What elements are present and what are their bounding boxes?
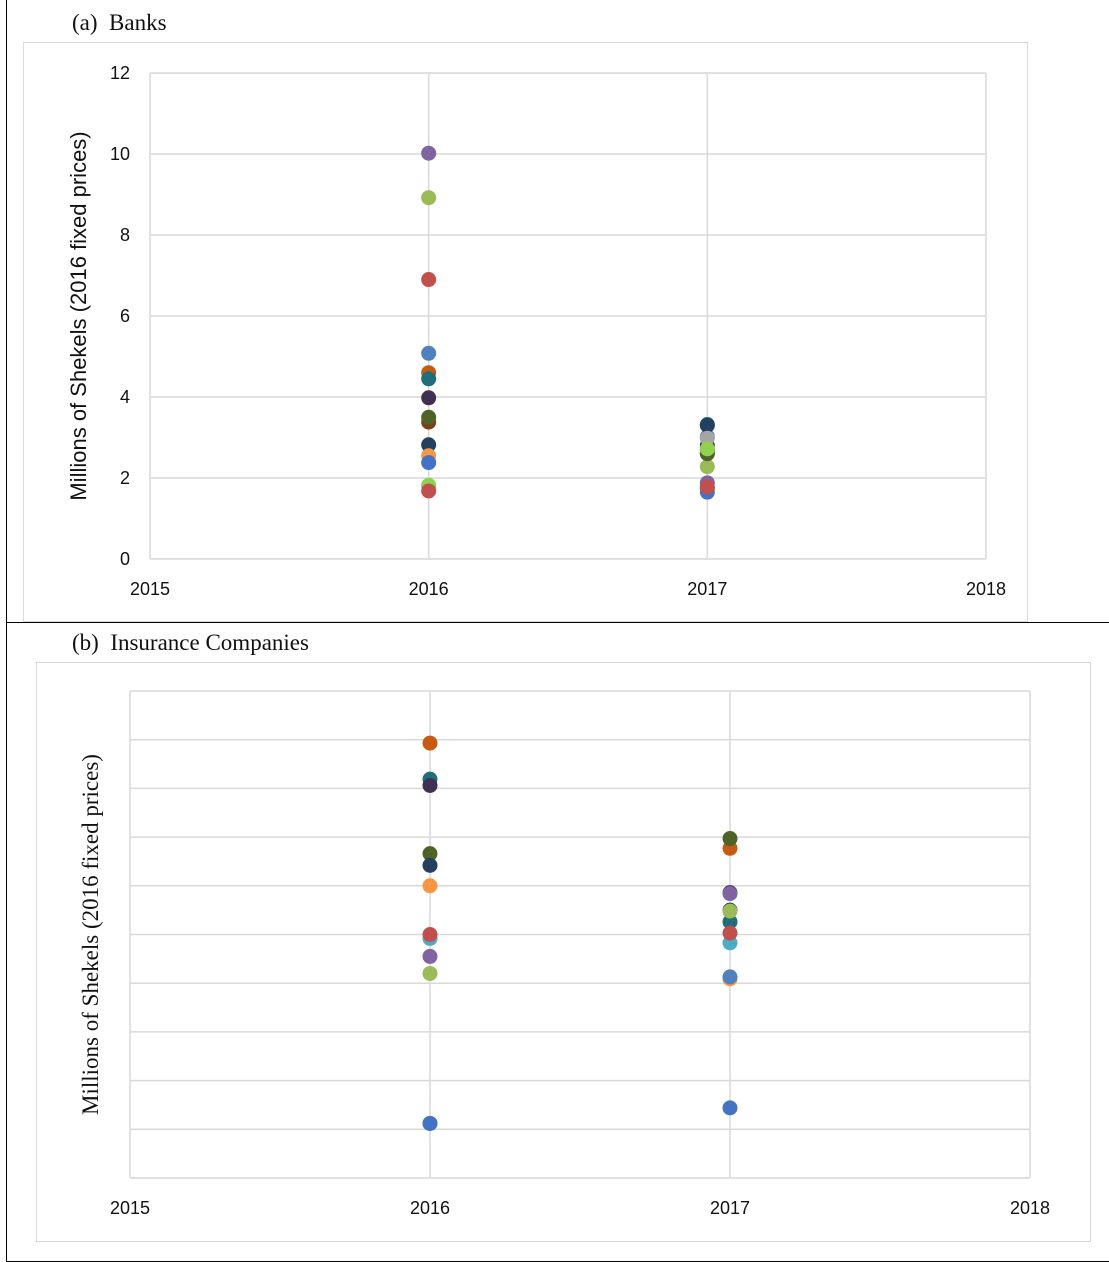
data-point-series-5-0 — [421, 371, 437, 387]
panel-a-title: (a) Banks — [72, 10, 167, 35]
data-point-series-10-1 — [722, 969, 738, 985]
x-tick-label: 2017 — [710, 1198, 750, 1218]
data-point-series-3-0 — [421, 345, 437, 361]
data-point-series-12-1 — [699, 430, 715, 446]
data-point-series-5-0 — [422, 878, 438, 894]
x-tick-label: 2015 — [130, 579, 170, 599]
y-axis-label: Millions of Shekels (2016 fixed prices) — [66, 131, 91, 500]
y-tick-label: 10 — [110, 144, 130, 164]
y-tick-label: 12 — [110, 63, 130, 83]
y-tick-label: 8 — [120, 225, 130, 245]
data-point-series-2-0 — [421, 272, 437, 288]
chart-b-area — [36, 662, 1091, 1242]
x-tick-label: 2016 — [410, 1198, 450, 1218]
data-point-series-1-0 — [421, 190, 437, 206]
data-point-series-9-0 — [421, 437, 437, 453]
x-tick-label: 2018 — [966, 579, 1006, 599]
y-tick-label: 6 — [120, 306, 130, 326]
x-tick-label: 2016 — [409, 579, 449, 599]
data-point-series-1-1 — [699, 459, 715, 475]
data-point-series-13-1 — [699, 441, 715, 457]
data-point-series-7-1 — [722, 886, 738, 902]
data-point-series-9-0 — [422, 927, 438, 942]
y-tick-label: 4 — [120, 387, 130, 407]
data-point-series-4-0 — [422, 857, 438, 873]
y-axis-label: Millions of Shekels (2016 fixed prices) — [78, 754, 103, 1115]
data-point-series-9-1 — [722, 925, 738, 941]
data-point-series-8-1 — [722, 903, 738, 919]
data-point-series-1-1 — [722, 914, 738, 930]
data-point-series-11-0 — [422, 1115, 438, 1131]
data-point-series-0-0 — [422, 735, 438, 751]
panel-b-title: (b) Insurance Companies — [72, 630, 309, 655]
data-point-series-9-1 — [699, 417, 715, 433]
chart-a-area — [23, 42, 1028, 622]
data-point-series-14-0 — [421, 483, 437, 499]
y-tick-label: 2 — [120, 468, 130, 488]
data-point-series-3-1 — [722, 831, 738, 847]
y-tick-label: 0 — [120, 549, 130, 569]
data-point-series-0-0 — [421, 145, 437, 161]
data-point-series-8-0 — [422, 965, 438, 981]
x-tick-label: 2017 — [687, 579, 727, 599]
data-point-series-2-0 — [422, 777, 438, 793]
data-point-series-8-0 — [421, 409, 437, 425]
data-point-series-14-1 — [699, 479, 715, 495]
data-point-series-11-1 — [722, 1100, 738, 1116]
data-point-series-3-0 — [422, 846, 438, 862]
data-point-series-6-0 — [421, 390, 437, 406]
x-tick-label: 2018 — [1010, 1198, 1050, 1218]
data-point-series-11-0 — [421, 455, 437, 471]
data-point-series-7-0 — [422, 948, 438, 964]
x-tick-label: 2015 — [110, 1198, 150, 1218]
